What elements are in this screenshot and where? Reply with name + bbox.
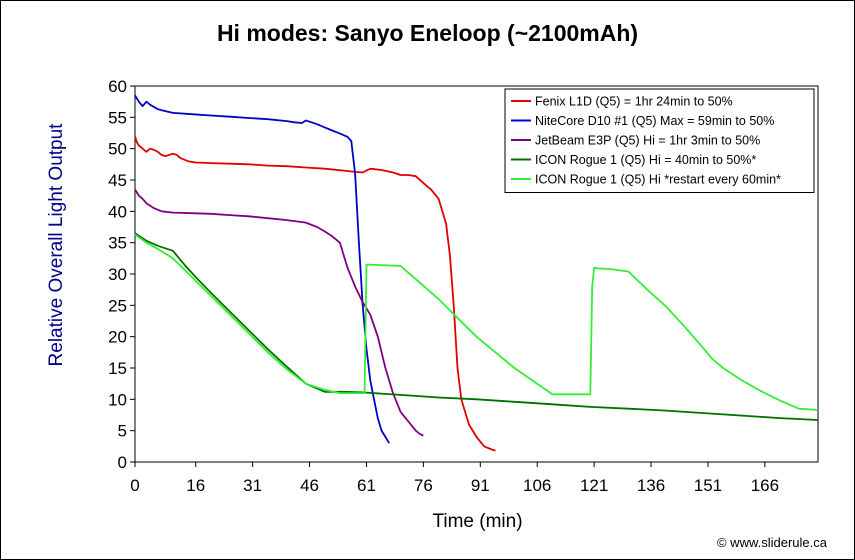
series-line-4	[134, 232, 819, 421]
x-axis-label: Time (min)	[432, 511, 523, 532]
legend-box	[504, 88, 815, 193]
x-tick-label: 166	[751, 476, 779, 495]
x-tick-label: 31	[243, 476, 262, 495]
legend-entry: NiteCore D10 #1 (Q5) Max = 59min to 50%	[535, 114, 774, 128]
y-tick-label: 0	[118, 453, 127, 472]
x-tick-label: 16	[186, 476, 205, 495]
chart-title: Hi modes: Sanyo Eneloop (~2100mAh)	[216, 20, 639, 46]
x-tick-label: 46	[300, 476, 319, 495]
y-tick-label: 55	[108, 108, 127, 127]
y-tick-label: 45	[108, 171, 127, 190]
x-tick-label: 91	[471, 476, 490, 495]
legend-entry: JetBeam E3P (Q5) Hi = 1hr 3min to 50%	[535, 134, 760, 148]
series-line-2	[134, 94, 390, 444]
copyright-credit: © www.sliderule.ca	[716, 535, 827, 550]
x-tick-label: 121	[580, 476, 608, 495]
y-tick-label: 60	[108, 77, 127, 96]
y-tick-label: 35	[108, 234, 127, 253]
y-tick-label: 15	[108, 359, 127, 378]
x-tick-label: 76	[414, 476, 433, 495]
y-tick-label: 5	[118, 422, 127, 441]
x-tick-label: 136	[637, 476, 665, 495]
series-line-3	[134, 188, 424, 437]
series-line-1	[134, 135, 496, 452]
legend-entry: ICON Rogue 1 (Q5) Hi *restart every 60mi…	[535, 173, 781, 187]
legend-entry: Fenix L1D (Q5) = 1hr 24min to 50%	[535, 95, 733, 109]
x-tick-label: 151	[694, 476, 722, 495]
y-tick-label: 10	[108, 390, 127, 409]
y-tick-label: 40	[108, 202, 127, 221]
y-tick-label: 50	[108, 140, 127, 159]
series-line-5	[134, 233, 819, 411]
x-tick-label: 61	[357, 476, 376, 495]
y-tick-label: 30	[108, 265, 127, 284]
y-tick-label: 25	[108, 296, 127, 315]
x-tick-label: 106	[523, 476, 551, 495]
legend-entry: ICON Rogue 1 (Q5) Hi = 40min to 50%*	[535, 153, 756, 167]
x-tick-label: 0	[130, 476, 139, 495]
y-tick-label: 20	[108, 328, 127, 347]
